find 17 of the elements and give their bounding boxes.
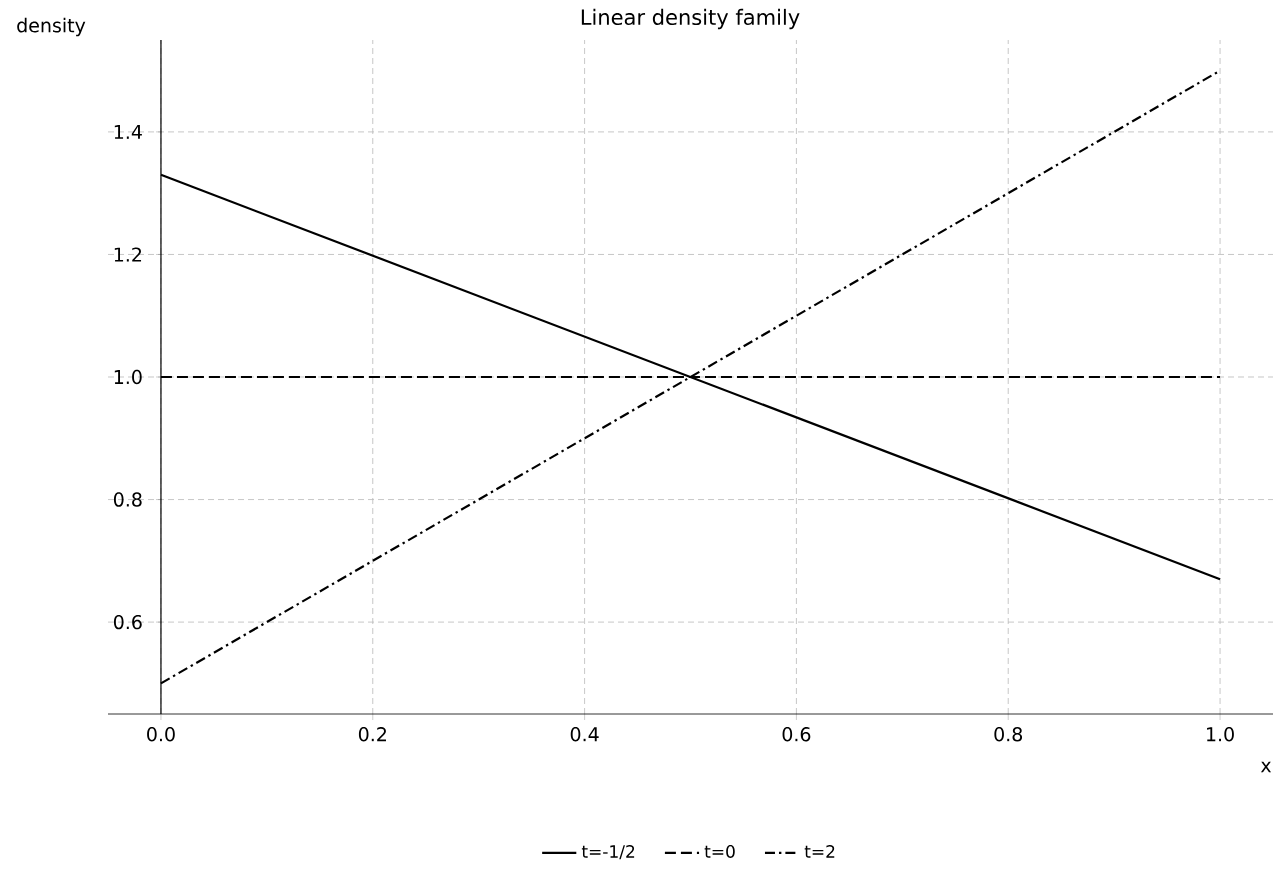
x-tick-label: 0.0 xyxy=(147,727,175,742)
legend-label: t=-1/2 xyxy=(581,845,635,860)
y-tick-label: 0.6 xyxy=(113,614,142,630)
y-tick-label: 1.4 xyxy=(114,124,142,139)
x-tick-label: 0.2 xyxy=(358,727,386,742)
legend-label: t=0 xyxy=(704,845,735,858)
x-tick-label: 0.6 xyxy=(782,727,811,742)
y-tick-label: 1.2 xyxy=(114,247,142,262)
y-tick-label: 1.0 xyxy=(114,369,142,385)
x-tick-label: 0.8 xyxy=(994,727,1023,742)
x-axis-title: x xyxy=(1260,761,1272,773)
x-tick-label: 1.0 xyxy=(1207,727,1234,742)
y-axis-title: density xyxy=(17,17,86,37)
legend-label: t=2 xyxy=(804,845,835,858)
x-tick-label: 0.4 xyxy=(570,727,599,742)
chart-title: Linear density family xyxy=(581,8,800,30)
y-tick-label: 0.8 xyxy=(113,492,142,507)
